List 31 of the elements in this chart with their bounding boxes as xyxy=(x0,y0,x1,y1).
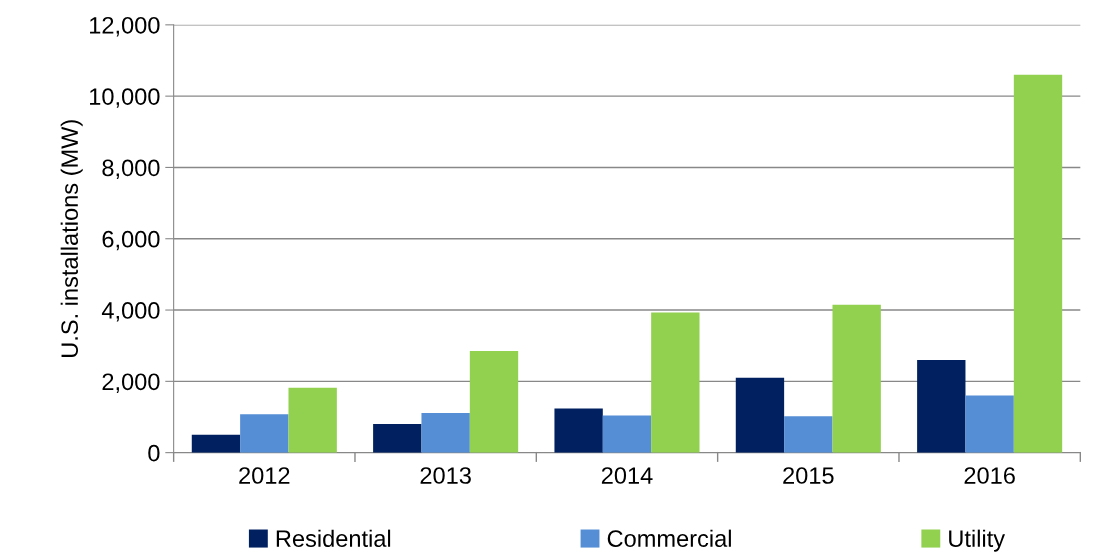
bar xyxy=(469,351,519,453)
y-tick-label: 4,000 xyxy=(101,302,160,322)
y-tick-label: 2,000 xyxy=(102,373,160,393)
legend-label: Residential xyxy=(276,529,391,547)
bar xyxy=(421,413,470,453)
x-tick-label: 2014 xyxy=(601,467,653,484)
bar xyxy=(240,414,289,453)
bar xyxy=(735,377,785,453)
bar xyxy=(651,312,700,453)
legend-label: Utility xyxy=(949,529,1006,552)
bar xyxy=(784,416,833,453)
bar xyxy=(832,304,881,453)
bar xyxy=(965,395,1014,453)
bar xyxy=(554,408,603,453)
y-tick-label: 12,000 xyxy=(90,16,160,37)
bar xyxy=(1013,74,1063,453)
y-tick-label: 0 xyxy=(148,444,160,462)
legend-label: Commercial xyxy=(607,529,731,547)
x-tick-label: 2016 xyxy=(964,467,1015,484)
bar xyxy=(602,415,652,453)
y-axis-title: U.S. installations (MW) xyxy=(60,120,83,357)
y-tick-label: 10,000 xyxy=(90,88,160,108)
bar xyxy=(373,424,422,453)
y-tick-label: 8,000 xyxy=(102,159,160,180)
y-tick-label: 6,000 xyxy=(102,230,160,251)
x-tick-label: 2015 xyxy=(783,467,834,484)
x-tick-label: 2012 xyxy=(239,467,290,484)
bar xyxy=(191,434,241,453)
bar xyxy=(917,359,966,453)
x-tick-label: 2013 xyxy=(420,467,471,484)
bar xyxy=(288,387,337,453)
